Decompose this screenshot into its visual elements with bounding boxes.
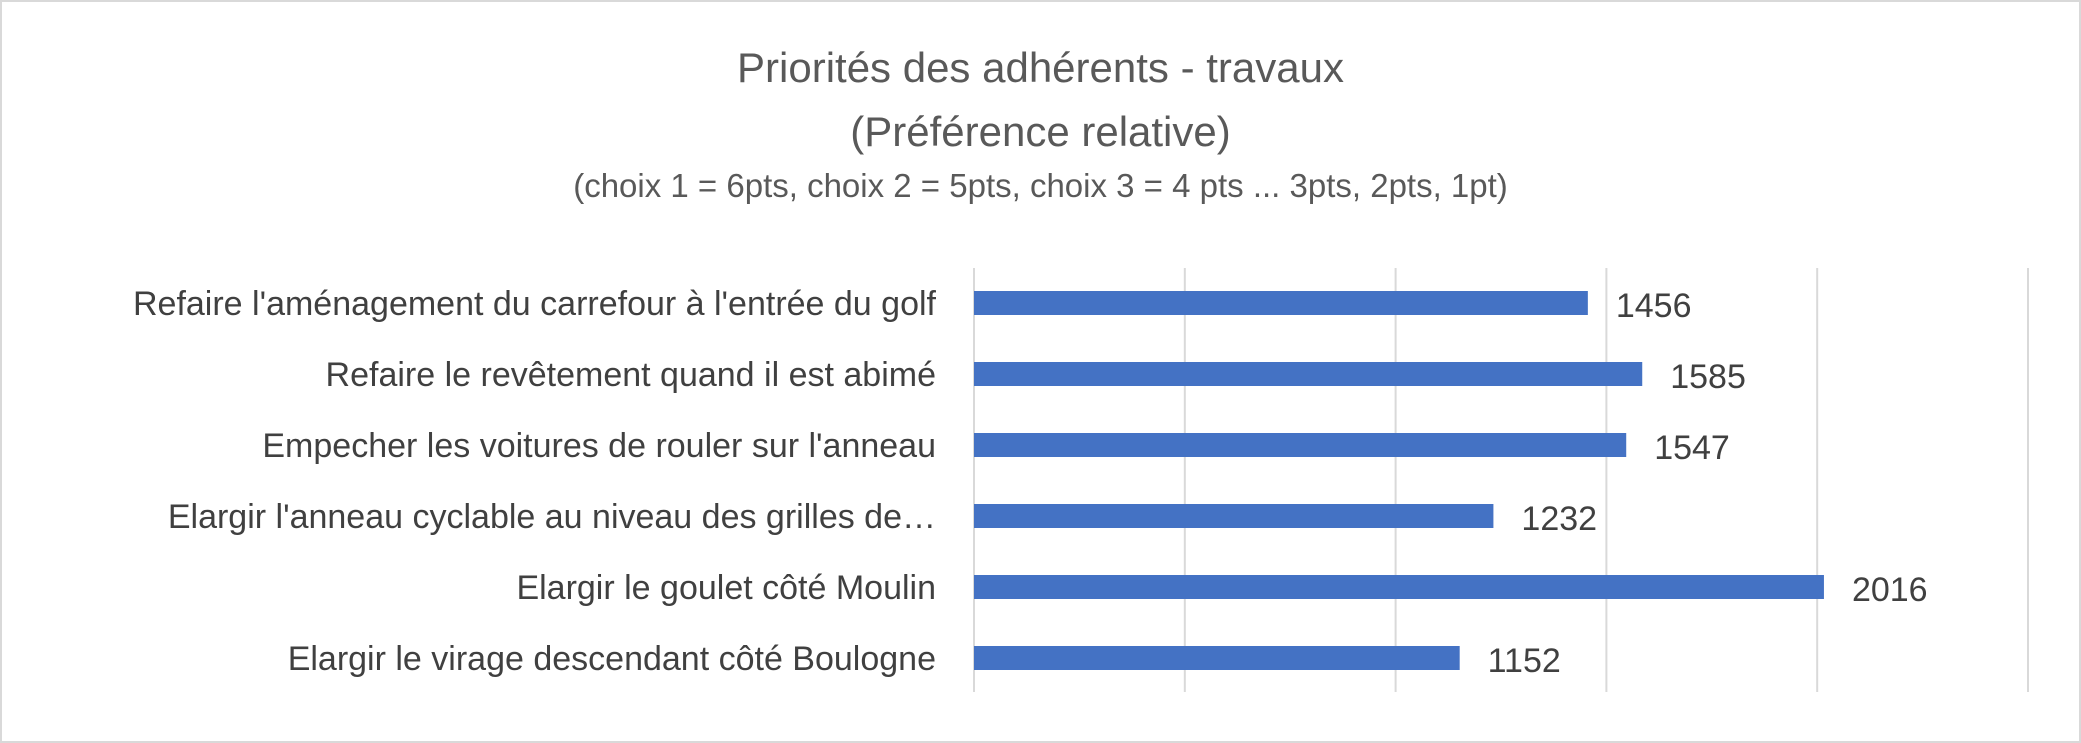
bar bbox=[974, 362, 1643, 386]
chart-title: Priorités des adhérents - travaux bbox=[737, 44, 1344, 91]
bar bbox=[974, 575, 1824, 599]
chart-subtitle: (choix 1 = 6pts, choix 2 = 5pts, choix 3… bbox=[573, 167, 1508, 204]
data-label: 1232 bbox=[1521, 500, 1597, 538]
chart-title-line-2: (Préférence relative) bbox=[850, 108, 1231, 155]
bar bbox=[974, 291, 1588, 315]
data-label: 1547 bbox=[1654, 429, 1730, 467]
category-label: Refaire l'aménagement du carrefour à l'e… bbox=[133, 285, 937, 323]
data-label: 2016 bbox=[1852, 571, 1928, 609]
data-label: 1152 bbox=[1488, 642, 1561, 680]
category-label: Elargir l'anneau cyclable au niveau des … bbox=[168, 498, 936, 536]
labels: Refaire l'aménagement du carrefour à l'e… bbox=[133, 285, 1928, 680]
category-label: Empecher les voitures de rouler sur l'an… bbox=[262, 427, 936, 465]
data-label: 1456 bbox=[1616, 287, 1692, 325]
bar bbox=[974, 504, 1494, 528]
bar bbox=[974, 433, 1627, 457]
bar bbox=[974, 646, 1460, 670]
category-label: Elargir le goulet côté Moulin bbox=[516, 569, 936, 607]
category-label: Refaire le revêtement quand il est abimé bbox=[326, 356, 936, 394]
data-label: 1585 bbox=[1670, 358, 1746, 396]
bars bbox=[974, 291, 1824, 670]
gridlines bbox=[973, 268, 2029, 692]
category-label: Elargir le virage descendant côté Boulog… bbox=[288, 640, 936, 678]
